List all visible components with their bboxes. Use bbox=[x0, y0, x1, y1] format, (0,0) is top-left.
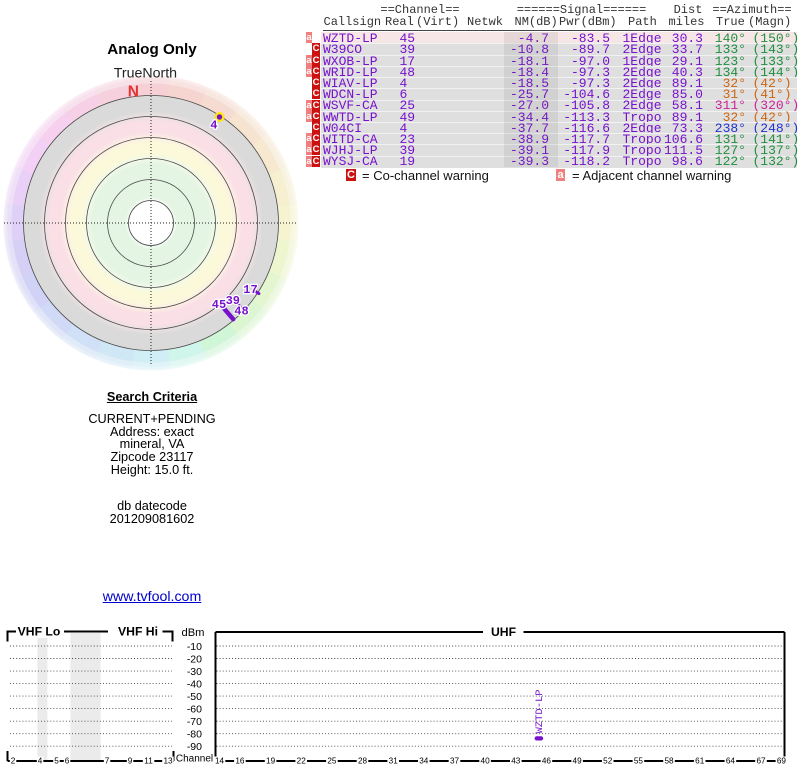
svg-text:19: 19 bbox=[266, 756, 276, 765]
svg-text:55: 55 bbox=[634, 756, 644, 765]
svg-text:UHF: UHF bbox=[491, 625, 516, 639]
svg-text:-20: -20 bbox=[187, 653, 202, 665]
svg-text:31: 31 bbox=[389, 756, 399, 765]
svg-text:11: 11 bbox=[144, 756, 153, 765]
svg-text:34: 34 bbox=[419, 756, 429, 765]
svg-text:WZTD-LP: WZTD-LP bbox=[534, 689, 546, 733]
svg-text:TrueNorth: TrueNorth bbox=[114, 66, 177, 82]
svg-text:5: 5 bbox=[54, 756, 59, 765]
svg-text:49: 49 bbox=[573, 756, 583, 765]
svg-text:39: 39 bbox=[226, 294, 240, 308]
svg-text:-60: -60 bbox=[187, 703, 202, 715]
svg-text:43: 43 bbox=[511, 756, 521, 765]
svg-text:4: 4 bbox=[210, 119, 217, 133]
svg-text:7: 7 bbox=[105, 756, 110, 765]
svg-text:14: 14 bbox=[215, 756, 225, 765]
svg-text:40: 40 bbox=[481, 756, 491, 765]
svg-text:67: 67 bbox=[756, 756, 766, 765]
svg-text:dBm: dBm bbox=[181, 627, 204, 639]
svg-text:-70: -70 bbox=[187, 716, 202, 728]
svg-text:37: 37 bbox=[450, 756, 460, 765]
svg-text:22: 22 bbox=[297, 756, 307, 765]
svg-text:46: 46 bbox=[542, 756, 552, 765]
svg-text:52: 52 bbox=[603, 756, 613, 765]
svg-text:Channel: Channel bbox=[176, 754, 213, 765]
svg-text:-50: -50 bbox=[187, 691, 202, 703]
svg-text:-10: -10 bbox=[187, 641, 202, 653]
svg-text:64: 64 bbox=[726, 756, 736, 765]
svg-text:-80: -80 bbox=[187, 729, 202, 741]
svg-text:-30: -30 bbox=[187, 666, 202, 678]
svg-text:13: 13 bbox=[163, 756, 173, 765]
svg-text:61: 61 bbox=[695, 756, 705, 765]
svg-text:16: 16 bbox=[235, 756, 245, 765]
svg-text:VHF Hi: VHF Hi bbox=[118, 625, 158, 639]
svg-text:58: 58 bbox=[664, 756, 674, 765]
svg-text:9: 9 bbox=[128, 756, 133, 765]
svg-text:N: N bbox=[128, 83, 139, 100]
svg-text:2: 2 bbox=[11, 756, 16, 765]
svg-text:69: 69 bbox=[777, 756, 787, 765]
svg-text:6: 6 bbox=[65, 756, 70, 765]
svg-text:45: 45 bbox=[212, 298, 226, 312]
svg-text:25: 25 bbox=[327, 756, 337, 765]
svg-text:-40: -40 bbox=[187, 678, 202, 690]
svg-text:-90: -90 bbox=[187, 741, 202, 753]
svg-text:28: 28 bbox=[358, 756, 368, 765]
svg-text:17: 17 bbox=[243, 283, 257, 297]
svg-text:VHF Lo: VHF Lo bbox=[18, 625, 61, 639]
svg-text:48: 48 bbox=[234, 305, 248, 319]
svg-text:4: 4 bbox=[38, 756, 43, 765]
